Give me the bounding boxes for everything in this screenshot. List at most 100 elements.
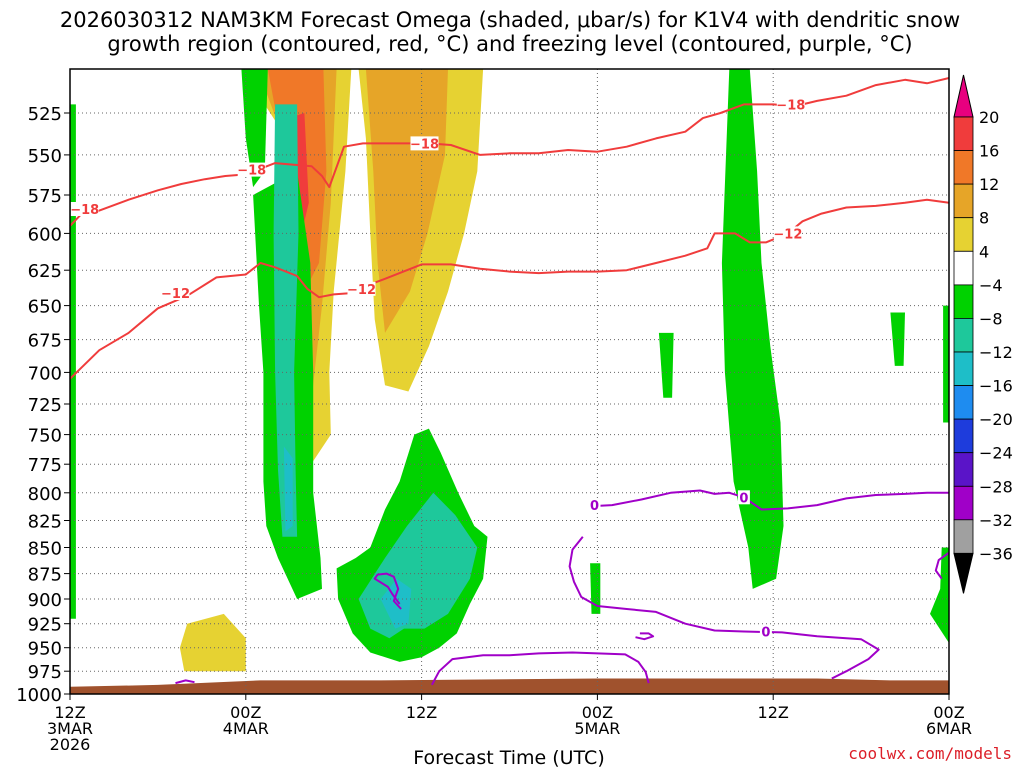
purple-isotherm-0 [590, 489, 949, 511]
colorbar-label-9: −20 [979, 410, 1013, 429]
contour-label-2: −18 [410, 137, 439, 152]
contour-label-bg-4 [161, 286, 190, 300]
grid-lines [70, 69, 949, 694]
purple-isotherm-3 [373, 572, 402, 610]
y-tick-label-925: 925 [28, 615, 62, 636]
colorbar-segment-4 [953, 217, 974, 252]
y-tick-label-750: 750 [28, 426, 62, 447]
isotherm-contours [69, 77, 950, 686]
terrain-fill [70, 678, 949, 694]
y-tick-label-675: 675 [28, 331, 62, 352]
colorbar-label-0: 20 [979, 108, 999, 127]
colorbar-segment-11 [953, 452, 974, 487]
colorbar-segment-1 [953, 116, 974, 151]
colorbar-label-1: 16 [979, 142, 999, 161]
colorbar-segment-8 [953, 351, 974, 386]
contour-label-5: −12 [347, 283, 376, 298]
contour-label-3: −18 [776, 98, 805, 113]
omega-region-7 [241, 69, 268, 188]
y-axis: 525 550 575 600 625 650 675 700 725 750 775 800 825 8… [16, 104, 70, 706]
x-tick-label-24-0: 12Z [406, 703, 437, 722]
x-tick-label-36-0: 00Z [582, 703, 613, 722]
contour-label-bg-7 [588, 498, 601, 513]
colorbar-label-6: −8 [979, 309, 1003, 328]
colorbar-label-10: −24 [979, 444, 1013, 463]
y-tick-label-850: 850 [28, 539, 62, 560]
y-tick-label-550: 550 [28, 146, 62, 167]
y-tick-label-700: 700 [28, 363, 62, 384]
contour-label-9: 0 [761, 626, 770, 641]
y-tick-label-525: 525 [28, 104, 62, 125]
colorbar-bottom-arrow [953, 552, 974, 594]
contour-label-0: −18 [70, 203, 99, 218]
y-tick-label-900: 900 [28, 590, 62, 611]
colorbar-label-12: −32 [979, 511, 1013, 530]
colorbar-segment-7 [953, 317, 974, 353]
contour-label-1: −18 [237, 164, 266, 179]
x-tick-label-48-0: 12Z [758, 703, 789, 722]
y-tick-label-625: 625 [28, 261, 62, 282]
colorbar-top-arrow [953, 74, 974, 118]
x-axis-label: Forecast Time (UTC) [413, 747, 604, 768]
chart-title-line1: 2026030312 NAM3KM Forecast Omega (shaded… [60, 8, 960, 32]
colorbar-segment-3 [953, 183, 974, 219]
y-tick-label-775: 775 [28, 455, 62, 476]
colorbar-segment-12 [953, 485, 974, 521]
omega-region-6 [179, 613, 246, 672]
x-tick-label-0-2: 2026 [50, 735, 91, 754]
y-tick-label-950: 950 [28, 639, 62, 660]
contour-labels: −18 −18 −18 −18 −12 −12 −12 0 0 0 [70, 97, 805, 641]
colorbar-segment-10 [953, 418, 974, 454]
contour-label-6: −12 [773, 227, 802, 242]
colorbar-label-13: −36 [979, 544, 1013, 563]
omega-region-17 [890, 312, 905, 366]
colorbar-legend: 20 16 12 8 4 −4 −8 −12 −16 −20 −24 −28 −32 −36 [953, 74, 1013, 594]
purple-isotherm-4 [635, 632, 655, 641]
contour-label-bg-2 [410, 136, 439, 151]
colorbar-label-3: 8 [979, 209, 989, 228]
colorbar-label-2: 12 [979, 175, 999, 194]
red-isotherm-0 [69, 77, 950, 227]
omega-shading [70, 69, 949, 672]
contour-label-8: 0 [739, 491, 748, 506]
x-tick-label-0-0: 12Z [54, 703, 85, 722]
contour-label-7: 0 [590, 499, 599, 514]
colorbar-segment-6 [953, 284, 974, 319]
x-tick-label-60-0: 00Z [933, 703, 964, 722]
contour-label-bg-1 [237, 162, 266, 177]
y-tick-label-600: 600 [28, 224, 62, 245]
x-tick-label-12-1: 4MAR [223, 719, 269, 738]
omega-region-10 [283, 446, 293, 532]
purple-isotherm-6 [934, 551, 950, 580]
purple-isotherm-2 [431, 651, 650, 686]
purple-isotherm-5 [175, 679, 195, 685]
colorbar-segment-13 [953, 519, 974, 554]
contour-label-bg-3 [776, 97, 805, 112]
x-tick-label-36-1: 5MAR [574, 719, 620, 738]
colorbar-label-5: −4 [979, 276, 1003, 295]
colorbar-label-4: 4 [979, 242, 989, 261]
y-tick-label-975: 975 [28, 662, 62, 683]
contour-label-bg-9 [759, 624, 772, 639]
x-tick-label-12-0: 00Z [230, 703, 261, 722]
omega-region-16 [658, 332, 674, 398]
purple-isotherm-1 [568, 536, 880, 680]
omega-region-15 [721, 69, 784, 589]
y-tick-label-825: 825 [28, 512, 62, 533]
omega-region-5 [365, 69, 448, 333]
contour-label-4: −12 [161, 287, 190, 302]
colorbar-label-8: −16 [979, 377, 1013, 396]
y-tick-label-725: 725 [28, 395, 62, 416]
y-tick-label-800: 800 [28, 484, 62, 505]
omega-region-19 [943, 305, 949, 423]
colorbar-label-11: −28 [979, 477, 1013, 496]
terrain-polygon [70, 678, 949, 694]
contour-label-bg-8 [737, 490, 750, 505]
contour-label-bg-6 [773, 226, 802, 241]
y-tick-label-650: 650 [28, 297, 62, 318]
omega-region-20 [930, 547, 949, 643]
y-tick-label-1000: 1000 [16, 685, 62, 706]
omega-region-18 [70, 104, 76, 619]
